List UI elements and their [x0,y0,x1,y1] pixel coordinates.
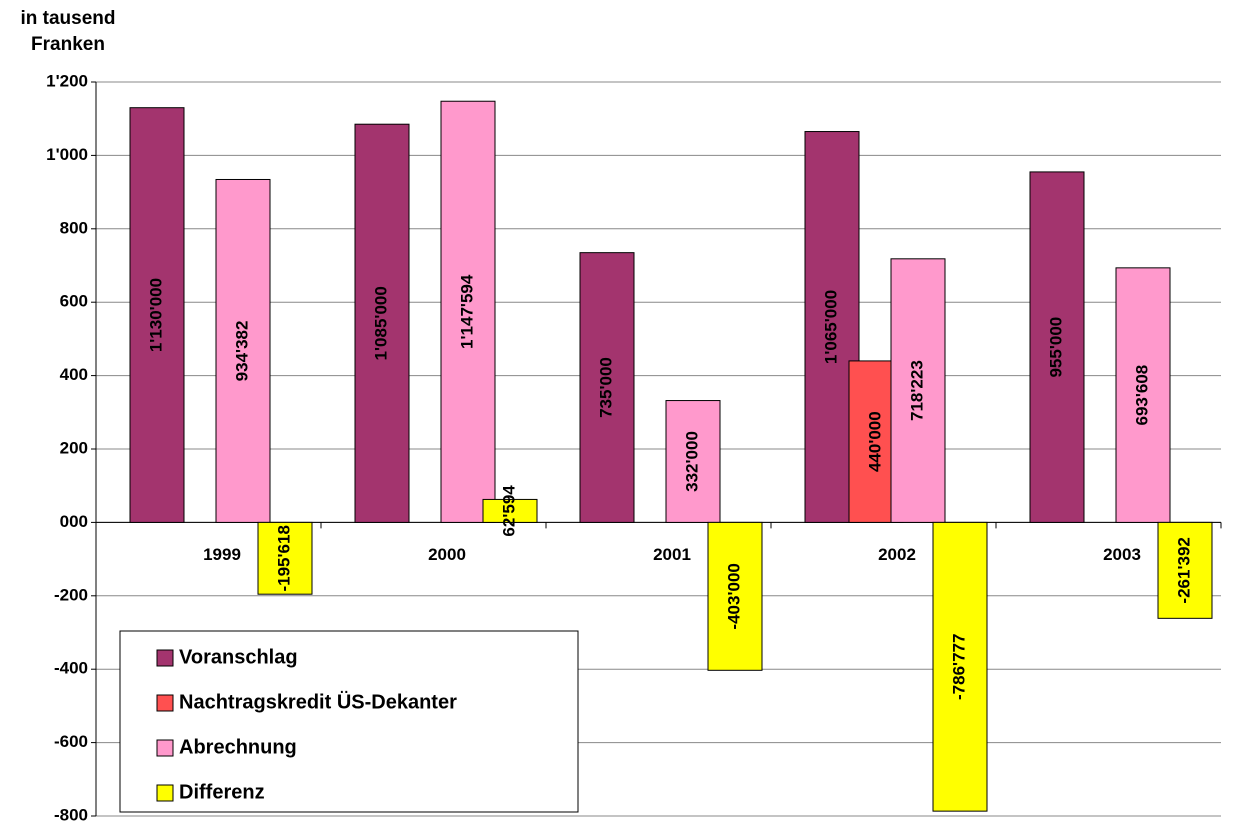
bar [215,178,271,523]
bar [707,521,763,671]
data-label: 1'085'000 [371,286,390,360]
legend-label: Differenz [179,781,265,803]
y-tick-label: 1'000 [46,145,88,164]
y-tick-label: 800 [60,218,88,237]
data-label: -261'392 [1174,537,1193,603]
data-label: 440'000 [865,411,884,472]
bar [257,521,313,595]
legend-label: Voranschlag [179,646,298,668]
data-label: 1'130'000 [146,278,165,352]
x-tick-label: 2000 [428,545,466,564]
x-tick-label: 1999 [203,545,241,564]
y-tick-label: -400 [54,659,88,678]
bar [665,400,721,523]
x-tick-label: 2001 [653,545,691,564]
bar [890,258,946,523]
data-label: -786'777 [949,634,968,700]
y-tick-label: 400 [60,365,88,384]
bar [440,100,496,523]
y-tick-label: 200 [60,438,88,457]
legend-label: Nachtragskredit ÜS-Dekanter [179,690,457,713]
bar [354,123,410,523]
legend-swatch [156,649,174,667]
bar [129,107,185,523]
data-label: 735'000 [596,357,615,418]
y-tick-label: 1'200 [46,71,88,90]
data-label: 1'065'000 [821,290,840,364]
data-label: 62'594 [499,485,518,537]
bar [932,521,988,812]
y-axis-title: in tausend Franken [20,8,116,55]
x-tick-label: 2003 [1103,545,1141,564]
data-label: 955'000 [1046,317,1065,378]
bar [1115,267,1171,523]
data-label: 934'382 [232,321,251,382]
data-label: 718'223 [907,360,926,421]
bar [1157,521,1213,619]
y-tick-label: 600 [60,292,88,311]
legend: Voranschlag Nachtragskredit ÜS-Dekanter Ab… [119,630,579,813]
y-tick-label: -600 [54,732,88,751]
data-label: -403'000 [724,563,743,629]
legend-swatch [156,784,174,802]
y-tick-label: -200 [54,585,88,604]
y-tick-label: -800 [54,805,88,821]
bar [579,252,635,523]
data-label: 1'147'594 [457,274,476,349]
bar [1029,171,1085,523]
legend-box [119,630,579,813]
x-tick-label: 2002 [878,545,916,564]
data-label: 332'000 [682,431,701,492]
data-label: -195'618 [274,525,293,591]
data-label: 693'608 [1132,365,1151,426]
bar [482,498,538,523]
legend-swatch [156,694,174,712]
legend-label: Abrechnung [179,736,297,758]
y-tick-label: 000 [60,512,88,531]
legend-swatch [156,739,174,757]
